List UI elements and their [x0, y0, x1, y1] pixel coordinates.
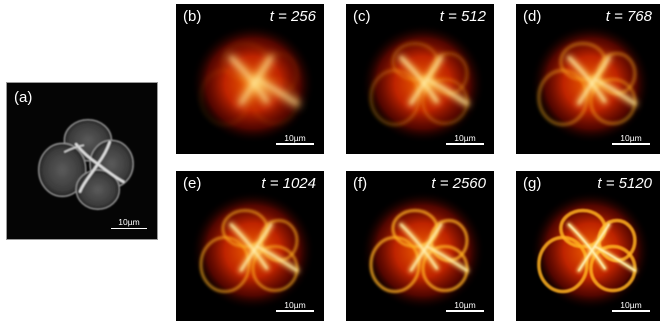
- scale-bar: [446, 310, 484, 312]
- time-label: t = 768: [605, 8, 652, 25]
- junction-highlight: [230, 56, 298, 105]
- fluorescence-image: [360, 23, 486, 144]
- time-label: t = 1024: [261, 175, 316, 192]
- panel-f-heatmap: (f) t = 2560 10µm: [346, 171, 494, 321]
- panel-d-heatmap: (d) t = 768 10µm: [516, 4, 660, 154]
- panel-label: (b): [183, 8, 202, 25]
- panel-b-heatmap: (b) t = 256 10µm: [176, 4, 324, 154]
- junction-highlight: [400, 223, 468, 272]
- panel-label: (g): [523, 175, 542, 192]
- scale-bar-label: 10µm: [454, 133, 476, 143]
- junction-highlight: [568, 223, 636, 272]
- panel-e-heatmap: (e) t = 1024 10µm: [176, 171, 324, 321]
- fluorescence-image: [190, 190, 316, 311]
- scale-bar: [446, 143, 484, 145]
- panel-g-heatmap: (g) t = 5120 10µm: [516, 171, 660, 321]
- panel-label: (c): [353, 8, 371, 25]
- fluorescence-image: [190, 23, 316, 144]
- scale-bar: [111, 228, 147, 229]
- scale-bar-label: 10µm: [620, 300, 642, 310]
- time-label: t = 512: [439, 8, 486, 25]
- junction-highlight: [400, 56, 468, 105]
- scale-bar-label: 10µm: [454, 300, 476, 310]
- scale-bar: [276, 143, 314, 145]
- fluorescence-image: [530, 23, 652, 144]
- panel-label: (d): [523, 8, 542, 25]
- scale-bar: [612, 310, 650, 312]
- time-label: t = 256: [269, 8, 316, 25]
- time-label: t = 2560: [431, 175, 486, 192]
- fluorescence-image: [360, 190, 486, 311]
- panel-c-heatmap: (c) t = 512 10µm: [346, 4, 494, 154]
- scale-bar: [276, 310, 314, 312]
- fluorescence-image: [530, 190, 652, 311]
- scale-bar-label: 10µm: [284, 300, 306, 310]
- panel-label: (a): [14, 89, 33, 106]
- cell-cluster-grayscale: [37, 118, 134, 210]
- scale-bar-label: 10µm: [118, 217, 140, 227]
- scale-bar-label: 10µm: [284, 133, 306, 143]
- junction-highlight: [568, 56, 636, 105]
- panel-a-grayscale-image: (a) 10µm: [6, 82, 158, 240]
- scale-bar: [612, 143, 650, 145]
- panel-label: (f): [353, 175, 368, 192]
- junction-highlight: [230, 223, 298, 272]
- time-label: t = 5120: [597, 175, 652, 192]
- panel-label: (e): [183, 175, 202, 192]
- scale-bar-label: 10µm: [620, 133, 642, 143]
